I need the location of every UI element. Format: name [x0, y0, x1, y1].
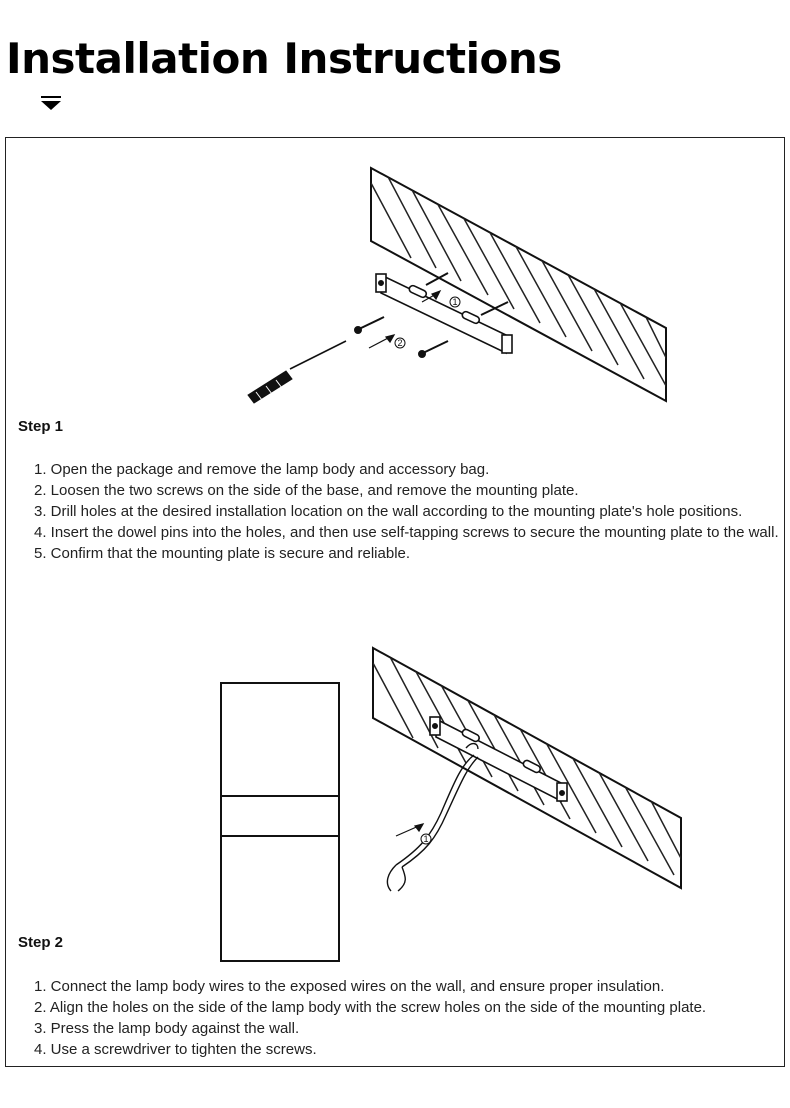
arrow-icon	[368, 289, 442, 349]
callout-markers: 1	[420, 833, 432, 845]
step2-heading: Step 2	[18, 934, 64, 951]
list-item: 3. Press the lamp body against the wall.	[34, 1020, 300, 1037]
wire-icon	[386, 742, 479, 892]
list-item: 2. Align the holes on the side of the la…	[34, 999, 707, 1016]
callout-label: 1	[453, 297, 458, 307]
triangle-down-icon	[41, 96, 61, 110]
instructions-frame: 1 2 Step 1 1. Open the package and remov…	[5, 137, 785, 1067]
wall-panel	[370, 166, 667, 403]
screw-icon	[354, 272, 509, 358]
mounting-plate	[429, 716, 568, 803]
list-item: 2. Loosen the two screws on the side of …	[34, 482, 579, 499]
list-item: 5. Confirm that the mounting plate is se…	[34, 545, 411, 562]
step2-illustration: 1	[220, 646, 682, 962]
callout-label: 1	[424, 834, 429, 844]
step2-list: 1. Connect the lamp body wires to the ex…	[18, 976, 784, 1060]
callout-label: 2	[398, 338, 403, 348]
step1-list: 1. Open the package and remove the lamp …	[18, 459, 784, 564]
list-item: 1. Connect the lamp body wires to the ex…	[34, 978, 665, 995]
list-item: 3. Drill holes at the desired installati…	[34, 503, 743, 520]
screwdriver-icon	[247, 340, 347, 404]
list-item: 4. Use a screwdriver to tighten the scre…	[34, 1041, 317, 1058]
mounting-plate	[375, 273, 513, 355]
lamp-body	[220, 682, 340, 962]
step1-heading: Step 1	[18, 418, 64, 435]
list-item: 1. Open the package and remove the lamp …	[34, 461, 490, 478]
arrow-icon	[395, 823, 425, 837]
step1-illustration: 1 2	[247, 166, 667, 404]
callout-markers: 1 2	[394, 296, 461, 349]
page-title: Installation Instructions	[6, 34, 562, 83]
list-item: 4. Insert the dowel pins into the holes,…	[34, 524, 779, 541]
